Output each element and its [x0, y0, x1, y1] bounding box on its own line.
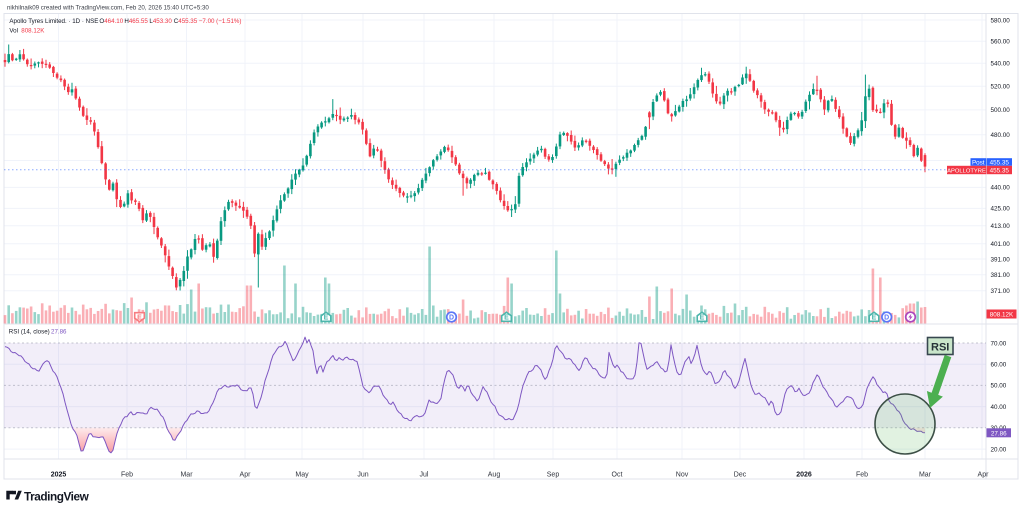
svg-text:E: E: [872, 315, 877, 322]
svg-text:L453.30: L453.30: [149, 18, 172, 25]
svg-text:425.00: 425.00: [991, 206, 1011, 213]
svg-text:413.00: 413.00: [991, 223, 1011, 230]
svg-text:455.35: 455.35: [990, 168, 1010, 175]
svg-text:381.00: 381.00: [991, 272, 1011, 279]
svg-text:540.00: 540.00: [991, 61, 1011, 68]
svg-text:RSI: RSI: [931, 342, 949, 354]
svg-text:E: E: [137, 315, 142, 322]
svg-text:Mar: Mar: [180, 472, 193, 479]
svg-text:Apr: Apr: [240, 472, 252, 479]
svg-text:20.00: 20.00: [991, 446, 1007, 453]
svg-text:Sep: Sep: [547, 472, 560, 479]
svg-text:808.12K: 808.12K: [990, 312, 1014, 319]
svg-text:27.86: 27.86: [51, 328, 67, 335]
svg-text:H465.55: H465.55: [124, 18, 148, 25]
svg-text:E: E: [504, 315, 509, 322]
svg-text:Apr: Apr: [978, 472, 990, 479]
svg-text:808.12K: 808.12K: [21, 28, 45, 35]
svg-text:nikhilnaik09 created with Trad: nikhilnaik09 created with TradingView.co…: [7, 5, 209, 12]
svg-text:Post: Post: [972, 160, 985, 167]
svg-text:455.35: 455.35: [990, 160, 1010, 167]
svg-text:27.86: 27.86: [991, 430, 1007, 437]
svg-text:Oct: Oct: [612, 472, 623, 479]
svg-text:Dec: Dec: [734, 472, 747, 479]
svg-text:Jul: Jul: [420, 472, 429, 479]
svg-text:580.00: 580.00: [991, 17, 1011, 24]
svg-text:E: E: [700, 315, 705, 322]
svg-text:401.00: 401.00: [991, 241, 1011, 248]
svg-text:520.00: 520.00: [991, 84, 1011, 91]
svg-text:C455.35: C455.35: [174, 18, 198, 25]
svg-text:Apollo Tyres Limited. · 1D · N: Apollo Tyres Limited. · 1D · NSE: [9, 18, 98, 25]
svg-text:70.00: 70.00: [991, 340, 1007, 347]
svg-text:371.00: 371.00: [991, 288, 1011, 295]
svg-text:RSI (14, close): RSI (14, close): [9, 328, 50, 335]
svg-text:391.00: 391.00: [991, 256, 1011, 263]
svg-text:D: D: [884, 315, 889, 322]
svg-text:40.00: 40.00: [991, 404, 1007, 411]
svg-text:APOLLOTYRE: APOLLOTYRE: [947, 169, 986, 175]
svg-text:560.00: 560.00: [991, 39, 1011, 46]
svg-text:Nov: Nov: [676, 472, 689, 479]
svg-text:Mar: Mar: [919, 472, 932, 479]
svg-text:480.00: 480.00: [991, 132, 1011, 139]
svg-text:−7.00 (−1.51%): −7.00 (−1.51%): [199, 18, 242, 25]
svg-text:TradingView: TradingView: [24, 489, 90, 503]
svg-text:2026: 2026: [796, 472, 812, 479]
svg-text:O464.10: O464.10: [99, 18, 123, 25]
svg-text:60.00: 60.00: [991, 362, 1007, 369]
svg-text:50.00: 50.00: [991, 383, 1007, 390]
svg-text:Feb: Feb: [121, 472, 133, 479]
svg-text:500.00: 500.00: [991, 107, 1011, 114]
svg-text:Vol: Vol: [9, 28, 18, 35]
svg-text:Feb: Feb: [856, 472, 868, 479]
svg-text:D: D: [449, 315, 454, 322]
svg-text:2025: 2025: [51, 472, 67, 479]
svg-text:E: E: [324, 315, 329, 322]
svg-text:Jun: Jun: [357, 472, 368, 479]
svg-text:Aug: Aug: [488, 472, 501, 479]
svg-text:May: May: [295, 472, 309, 479]
svg-text:440.00: 440.00: [991, 185, 1011, 192]
